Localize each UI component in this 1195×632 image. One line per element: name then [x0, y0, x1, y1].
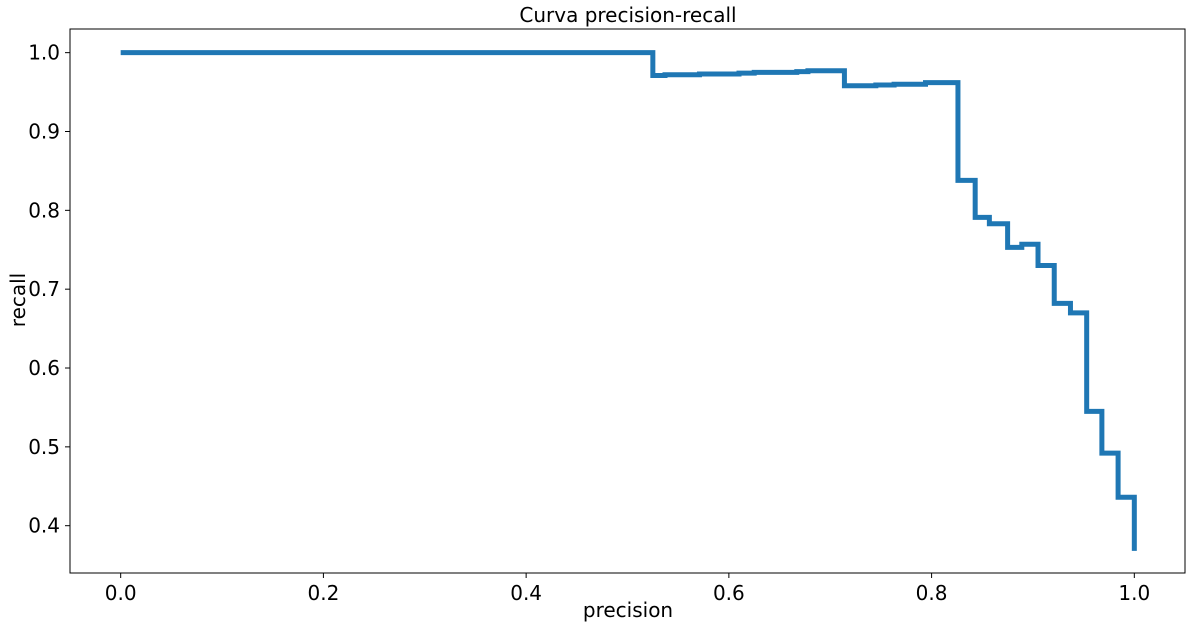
y-tick-label: 0.9	[28, 119, 60, 143]
y-tick-label: 0.5	[28, 435, 60, 459]
y-axis: 0.4 0.5 0.6 0.7 0.8 0.9 1.0	[28, 41, 70, 538]
y-tick-label: 0.7	[28, 277, 60, 301]
y-tick-label: 1.0	[28, 41, 60, 65]
x-tick-label: 0.2	[308, 581, 340, 605]
y-axis-label: recall	[6, 273, 30, 327]
x-axis-label: precision	[583, 598, 673, 622]
plot-area	[69, 28, 1186, 574]
x-tick-label: 0.6	[713, 581, 745, 605]
y-tick-label: 0.6	[28, 356, 60, 380]
y-tick-label: 0.4	[28, 514, 60, 538]
plot-frame	[69, 28, 1186, 574]
x-tick-label: 0.8	[916, 581, 948, 605]
y-tick-label: 0.8	[28, 198, 60, 222]
chart-title: Curva precision-recall	[519, 3, 736, 27]
x-tick-label: 0.0	[105, 581, 137, 605]
series-line-0	[120, 50, 1137, 551]
x-tick-label: 1.0	[1118, 581, 1150, 605]
x-axis: 0.0 0.2 0.4 0.6 0.8 1.0	[105, 573, 1150, 605]
x-tick-label: 0.4	[510, 581, 542, 605]
